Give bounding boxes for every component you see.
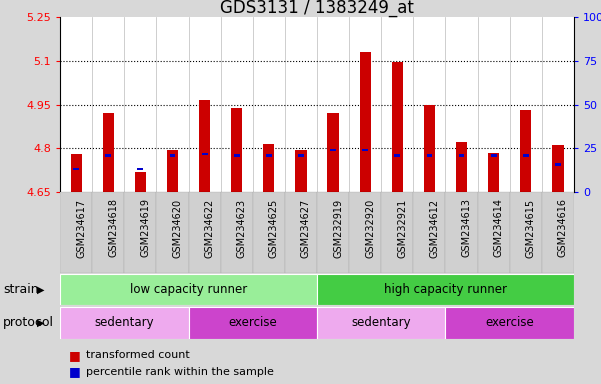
Text: GSM234617: GSM234617 bbox=[76, 199, 86, 258]
Bar bbox=[394, 154, 400, 157]
Bar bbox=[105, 154, 111, 157]
Bar bbox=[523, 154, 529, 157]
Bar bbox=[124, 192, 156, 273]
Text: percentile rank within the sample: percentile rank within the sample bbox=[86, 367, 274, 377]
Text: low capacity runner: low capacity runner bbox=[130, 283, 247, 296]
Text: ▶: ▶ bbox=[37, 285, 44, 295]
Bar bbox=[328, 113, 339, 192]
Bar bbox=[362, 149, 368, 151]
Bar bbox=[60, 307, 189, 339]
Bar bbox=[202, 153, 207, 155]
Bar bbox=[555, 163, 561, 166]
Bar bbox=[189, 192, 221, 273]
Text: GSM234618: GSM234618 bbox=[108, 199, 118, 257]
Bar bbox=[253, 192, 285, 273]
Bar bbox=[199, 100, 210, 192]
Bar bbox=[520, 111, 531, 192]
Text: GSM234612: GSM234612 bbox=[430, 199, 439, 258]
Bar bbox=[263, 144, 275, 192]
Text: exercise: exercise bbox=[486, 316, 534, 329]
Text: GSM234620: GSM234620 bbox=[172, 199, 183, 258]
Bar bbox=[510, 192, 542, 273]
Text: protocol: protocol bbox=[3, 316, 54, 329]
Bar bbox=[60, 192, 92, 273]
Bar bbox=[169, 154, 175, 157]
Text: ▶: ▶ bbox=[37, 318, 44, 328]
Bar bbox=[488, 153, 499, 192]
Bar bbox=[189, 307, 317, 339]
Bar bbox=[317, 192, 349, 273]
Text: GSM234616: GSM234616 bbox=[558, 199, 568, 257]
Text: sedentary: sedentary bbox=[94, 316, 154, 329]
Bar bbox=[459, 154, 465, 157]
Text: transformed count: transformed count bbox=[86, 350, 190, 360]
Text: GSM234619: GSM234619 bbox=[141, 199, 150, 257]
Bar bbox=[221, 192, 253, 273]
Bar bbox=[349, 192, 381, 273]
Bar bbox=[266, 154, 272, 157]
Bar bbox=[445, 307, 574, 339]
Text: ■: ■ bbox=[69, 365, 81, 378]
Bar bbox=[285, 192, 317, 273]
Bar bbox=[317, 307, 445, 339]
Bar bbox=[491, 154, 496, 157]
Bar bbox=[317, 274, 574, 305]
Bar bbox=[92, 192, 124, 273]
Bar bbox=[167, 150, 178, 192]
Text: high capacity runner: high capacity runner bbox=[384, 283, 507, 296]
Bar bbox=[552, 146, 564, 192]
Bar bbox=[330, 149, 336, 151]
Bar bbox=[231, 108, 242, 192]
Text: GSM234614: GSM234614 bbox=[493, 199, 504, 257]
Text: GSM234622: GSM234622 bbox=[204, 199, 215, 258]
Bar bbox=[234, 154, 240, 157]
Bar bbox=[103, 113, 114, 192]
Text: GSM234615: GSM234615 bbox=[526, 199, 535, 258]
Bar bbox=[138, 167, 143, 170]
Bar bbox=[70, 154, 82, 192]
Text: GSM232921: GSM232921 bbox=[397, 199, 407, 258]
Bar bbox=[424, 104, 435, 192]
Bar bbox=[156, 192, 189, 273]
Bar bbox=[542, 192, 574, 273]
Bar bbox=[73, 167, 79, 170]
Bar bbox=[381, 192, 413, 273]
Title: GDS3131 / 1383249_at: GDS3131 / 1383249_at bbox=[220, 0, 414, 17]
Text: GSM232920: GSM232920 bbox=[365, 199, 375, 258]
Text: exercise: exercise bbox=[228, 316, 277, 329]
Text: GSM234625: GSM234625 bbox=[269, 199, 279, 258]
Bar bbox=[135, 172, 146, 192]
Text: ■: ■ bbox=[69, 349, 81, 362]
Bar bbox=[298, 154, 304, 157]
Bar bbox=[445, 192, 478, 273]
Bar bbox=[295, 150, 307, 192]
Bar bbox=[392, 63, 403, 192]
Text: strain: strain bbox=[3, 283, 38, 296]
Text: GSM234623: GSM234623 bbox=[237, 199, 247, 258]
Bar bbox=[413, 192, 445, 273]
Text: sedentary: sedentary bbox=[352, 316, 411, 329]
Text: GSM234627: GSM234627 bbox=[301, 199, 311, 258]
Bar bbox=[60, 274, 317, 305]
Bar bbox=[478, 192, 510, 273]
Bar bbox=[456, 142, 467, 192]
Text: GSM232919: GSM232919 bbox=[333, 199, 343, 258]
Bar bbox=[427, 154, 432, 157]
Text: GSM234613: GSM234613 bbox=[462, 199, 472, 257]
Bar bbox=[359, 52, 371, 192]
